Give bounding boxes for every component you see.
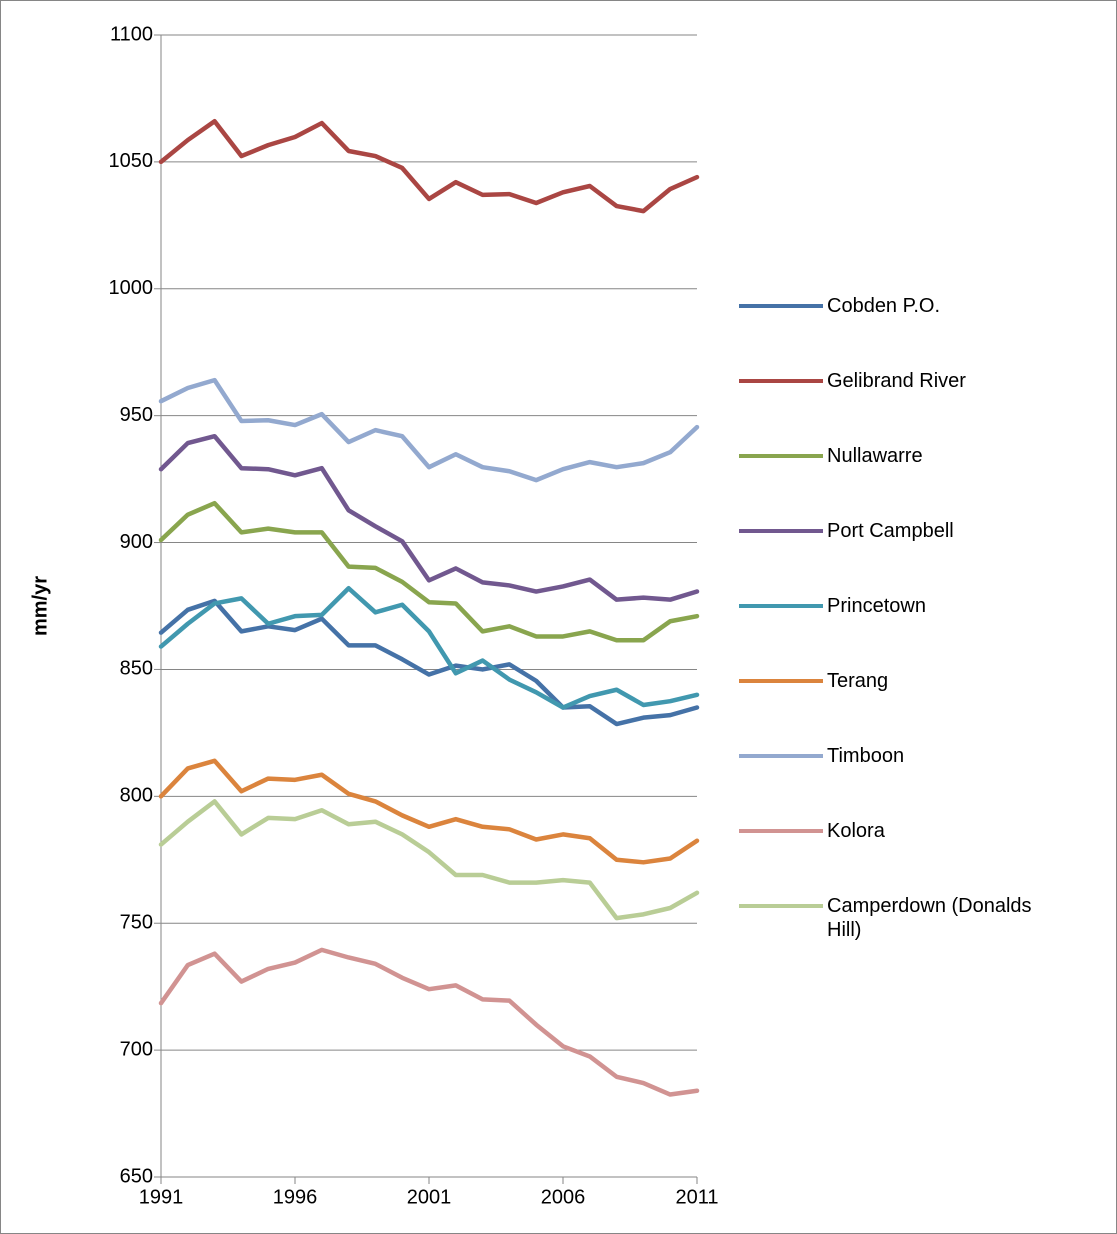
legend-label: Terang	[827, 670, 889, 692]
series-line	[158, 947, 700, 1097]
legend-label: Port Campbell	[827, 520, 954, 542]
legend-label: Princetown	[827, 595, 926, 617]
y-tick-label: 850	[120, 658, 153, 680]
legend-swatch	[739, 679, 823, 683]
legend-label: Cobden P.O.	[827, 295, 941, 317]
legend-item: Port Campbell	[739, 519, 1067, 543]
legend-label: Gelibrand River	[827, 370, 966, 392]
series-line	[158, 758, 700, 865]
series-line	[158, 598, 700, 727]
y-tick-label: 950	[120, 404, 153, 426]
legend-item: Camperdown (Donalds Hill)	[739, 894, 1067, 942]
legend-item: Cobden P.O.	[739, 294, 1067, 318]
x-tick-label: 2001	[407, 1186, 452, 1208]
x-tick-label: 1996	[273, 1186, 318, 1208]
legend-item: Gelibrand River	[739, 369, 1067, 393]
legend-item: Kolora	[739, 819, 1067, 843]
y-tick-label: 650	[120, 1165, 153, 1187]
x-tick-label: 1991	[139, 1186, 184, 1208]
legend-item: Nullawarre	[739, 444, 1067, 468]
x-tick-label: 2006	[541, 1186, 586, 1208]
y-tick-label: 800	[120, 785, 153, 807]
y-axis-label: mm/yr	[29, 576, 51, 636]
legend-label: Kolora	[827, 820, 885, 842]
series-line	[158, 377, 700, 483]
legend-label: Nullawarre	[827, 445, 923, 467]
legend-swatch	[739, 379, 823, 383]
legend-swatch	[739, 529, 823, 533]
series-line	[158, 500, 700, 643]
series-line	[158, 433, 700, 602]
y-tick-label: 1000	[109, 277, 154, 299]
series-line	[158, 119, 700, 214]
y-tick-label: 1050	[109, 150, 154, 172]
legend-item: Terang	[739, 669, 1067, 693]
y-tick-label: 1100	[110, 23, 153, 45]
legend-swatch	[739, 904, 823, 908]
legend-swatch	[739, 754, 823, 758]
y-tick-label: 900	[120, 531, 153, 553]
legend-label: Camperdown (Donalds Hill)	[827, 895, 1032, 941]
legend-swatch	[739, 829, 823, 833]
y-tick-label: 750	[120, 912, 153, 934]
legend-label: Timboon	[827, 745, 905, 767]
legend-swatch	[739, 454, 823, 458]
y-tick-label: 700	[120, 1038, 153, 1060]
legend-swatch	[739, 304, 823, 308]
series-line	[158, 585, 700, 710]
x-tick-label: 2011	[675, 1186, 718, 1208]
series-line	[158, 799, 700, 921]
legend-item: Timboon	[739, 744, 1067, 768]
legend-swatch	[739, 604, 823, 608]
legend-item: Princetown	[739, 594, 1067, 618]
